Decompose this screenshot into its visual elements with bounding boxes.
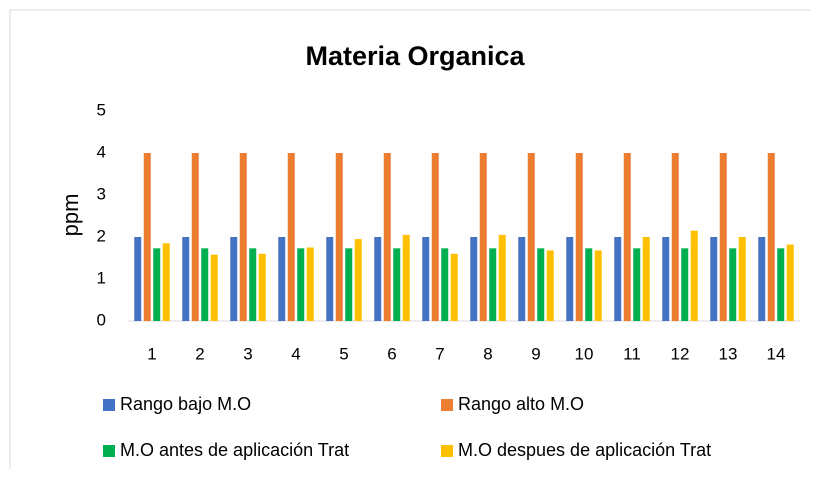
x-tick-label: 7 — [435, 344, 444, 363]
bar — [575, 153, 583, 321]
bar — [422, 237, 430, 321]
x-tick-label: 11 — [623, 344, 641, 363]
bar — [191, 153, 199, 321]
bar — [585, 248, 593, 321]
chart-frame — [9, 9, 810, 469]
bar — [249, 248, 257, 321]
bar — [134, 237, 142, 321]
chart-title: Materia Organica — [305, 41, 525, 71]
bar — [479, 153, 487, 321]
y-tick-label: 4 — [97, 142, 106, 161]
bar — [729, 248, 737, 321]
bar — [527, 153, 535, 321]
bar — [777, 248, 785, 321]
bar — [662, 237, 670, 321]
bar — [786, 244, 794, 321]
bar — [719, 153, 727, 321]
y-tick-label: 5 — [97, 100, 106, 119]
bar — [758, 237, 766, 321]
legend-swatch — [441, 445, 453, 457]
bar — [326, 237, 334, 321]
bar — [546, 250, 554, 321]
legend-label: Rango bajo M.O — [120, 394, 251, 414]
legend-swatch — [103, 445, 115, 457]
bar — [143, 153, 151, 321]
y-axis-label: ppm — [58, 194, 83, 237]
x-tick-label: 8 — [483, 344, 492, 363]
bar — [441, 248, 449, 321]
bar — [642, 237, 650, 321]
x-tick-label: 14 — [767, 344, 786, 363]
bar — [297, 248, 305, 321]
bar — [354, 239, 362, 321]
bar — [153, 248, 161, 321]
bar — [162, 243, 170, 321]
legend-label: M.O antes de aplicación Trat — [120, 440, 349, 460]
y-tick-label: 0 — [97, 310, 106, 329]
x-tick-label: 6 — [387, 344, 396, 363]
x-tick-label: 2 — [195, 344, 204, 363]
bar — [239, 153, 247, 321]
bar — [306, 247, 314, 321]
bar — [210, 254, 218, 321]
x-tick-label: 12 — [671, 344, 690, 363]
bar — [335, 153, 343, 321]
bar — [623, 153, 631, 321]
bar — [767, 153, 775, 321]
x-tick-label: 13 — [719, 344, 738, 363]
bar — [402, 234, 410, 321]
y-tick-label: 1 — [97, 268, 106, 287]
bar — [470, 237, 478, 321]
bar — [489, 248, 497, 321]
bar — [594, 250, 602, 321]
legend-swatch — [441, 399, 453, 411]
bar — [258, 253, 266, 321]
bar — [383, 153, 391, 321]
bar — [710, 237, 718, 321]
bar — [393, 248, 401, 321]
bar — [345, 248, 353, 321]
bar — [690, 230, 698, 321]
bar — [614, 237, 622, 321]
bar — [498, 234, 506, 321]
bar — [278, 237, 286, 321]
bar — [201, 248, 209, 321]
bar — [738, 237, 746, 321]
legend-label: M.O despues de aplicación Trat — [458, 440, 711, 460]
bar — [633, 248, 641, 321]
bar — [518, 237, 526, 321]
bar — [230, 237, 238, 321]
bar — [182, 237, 190, 321]
bar — [537, 248, 545, 321]
legend-swatch — [103, 399, 115, 411]
x-tick-label: 1 — [147, 344, 156, 363]
bar — [566, 237, 574, 321]
bar — [374, 237, 382, 321]
x-tick-label: 9 — [531, 344, 540, 363]
y-tick-label: 2 — [97, 226, 106, 245]
x-tick-label: 5 — [339, 344, 348, 363]
bar — [287, 153, 295, 321]
x-tick-label: 3 — [243, 344, 252, 363]
bar — [450, 253, 458, 321]
bar — [681, 248, 689, 321]
x-tick-label: 4 — [291, 344, 300, 363]
x-tick-label: 10 — [575, 344, 594, 363]
legend-label: Rango alto M.O — [458, 394, 584, 414]
bar — [431, 153, 439, 321]
y-tick-label: 3 — [97, 184, 106, 203]
bar — [671, 153, 679, 321]
